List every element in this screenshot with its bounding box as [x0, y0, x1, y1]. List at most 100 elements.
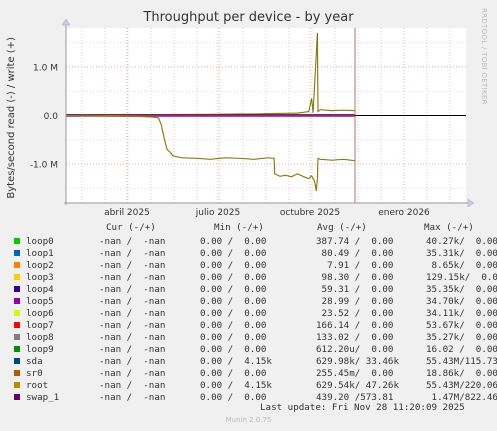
legend-swatch: [14, 370, 20, 376]
legend-max-value: 129.15k/ 0.00: [426, 272, 497, 283]
legend-device-name: loop6: [26, 308, 54, 319]
legend-row: sr0 -nan / -nan 0.00 / 0.00 255.45m/ 0.00 18…: [0, 368, 497, 380]
legend-row: sda -nan / -nan 0.00 / 4.15k 629.98k/ 33.46…: [0, 356, 497, 368]
x-tick-label: abril 2025: [104, 208, 150, 218]
header-cur: Cur (-/+): [106, 222, 156, 233]
axes: [61, 18, 475, 208]
legend-avg-value: 59.31 / 0.00: [316, 284, 394, 295]
legend-swatch: [14, 250, 20, 256]
legend-cur-value: -nan / -nan: [99, 284, 166, 295]
legend-max-value: 55.43M/115.73M: [426, 356, 497, 367]
legend-avg-value: 629.54k/ 47.26k: [316, 380, 399, 391]
legend-row: root -nan / -nan 0.00 / 4.15k 629.54k/ 47.2…: [0, 380, 497, 392]
rrdtool-watermark: RRDTOOL / TOBI OETIKER: [480, 8, 488, 105]
x-tick-label: octubre 2025: [280, 208, 340, 218]
legend-device-name: loop7: [26, 320, 54, 331]
legend-avg-value: 629.98k/ 33.46k: [316, 356, 399, 367]
legend-swatch: [14, 238, 20, 244]
legend-device-name: loop0: [26, 236, 54, 247]
legend-cur-value: -nan / -nan: [99, 308, 166, 319]
sda-read-line: [65, 115, 356, 191]
legend-row: loop3 -nan / -nan 0.00 / 0.00 98.30 / 0.00…: [0, 272, 497, 284]
legend-swatch: [14, 346, 20, 352]
legend-device-name: sda: [26, 356, 43, 367]
legend-device-name: loop1: [26, 248, 54, 259]
legend-min-value: 0.00 / 0.00: [200, 248, 267, 259]
x-axis-arrow: [467, 198, 475, 208]
legend-swatch: [14, 310, 20, 316]
legend-avg-value: 98.30 / 0.00: [316, 272, 394, 283]
legend-swatch: [14, 286, 20, 292]
legend-row: loop7 -nan / -nan 0.00 / 0.00 166.14 / 0.00…: [0, 320, 497, 332]
legend-row: loop6 -nan / -nan 0.00 / 0.00 23.52 / 0.00…: [0, 308, 497, 320]
legend-max-value: 34.70k/ 0.00: [426, 296, 497, 307]
legend-device-name: root: [26, 380, 49, 391]
legend-cur-value: -nan / -nan: [99, 272, 166, 283]
x-tick-label: enero 2026: [378, 208, 430, 218]
legend-row: loop0 -nan / -nan 0.00 / 0.00 387.74 / 0.00…: [0, 236, 497, 248]
legend-avg-value: 255.45m/ 0.00: [316, 368, 394, 379]
legend-avg-value: 23.52 / 0.00: [316, 308, 394, 319]
legend-max-value: 16.02 / 0.00: [426, 344, 497, 355]
legend-min-value: 0.00 / 0.00: [200, 368, 267, 379]
legend-max-value: 35.35k/ 0.00: [426, 284, 497, 295]
tick-labels: 1.0 M 0.0 -1.0 M abril 2025 julio 2025 octubr…: [30, 63, 430, 218]
legend-device-name: loop5: [26, 296, 54, 307]
legend-row: loop5 -nan / -nan 0.00 / 0.00 28.99 / 0.00…: [0, 296, 497, 308]
data-series: [65, 32, 356, 191]
legend-max-value: 35.31k/ 0.00: [426, 248, 497, 259]
header-max: Max (-/+): [424, 222, 474, 233]
legend-device-name: loop8: [26, 332, 54, 343]
y-tick-label: 0.0: [44, 112, 59, 122]
legend-device-name: loop9: [26, 344, 54, 355]
legend-cur-value: -nan / -nan: [99, 296, 166, 307]
legend-device-name: sr0: [26, 368, 43, 379]
legend-max-value: 35.27k/ 0.00: [426, 332, 497, 343]
last-update: Last update: Fri Nov 28 11:20:09 2025: [260, 402, 465, 413]
legend-cur-value: -nan / -nan: [99, 380, 166, 391]
legend-avg-value: 80.49 / 0.00: [316, 248, 394, 259]
legend-avg-value: 439.20 /573.81: [316, 392, 394, 403]
legend-min-value: 0.00 / 0.00: [200, 272, 267, 283]
legend-avg-value: 7.91 / 0.00: [316, 260, 394, 271]
legend-avg-value: 387.74 / 0.00: [316, 236, 394, 247]
throughput-chart: 1.0 M 0.0 -1.0 M abril 2025 julio 2025 octubr…: [30, 18, 475, 218]
legend-cur-value: -nan / -nan: [99, 344, 166, 355]
y-tick-label: 1.0 M: [33, 63, 58, 73]
legend-max-value: 53.67k/ 0.00: [426, 320, 497, 331]
legend-min-value: 0.00 / 0.00: [200, 392, 267, 403]
legend-cur-value: -nan / -nan: [99, 356, 166, 367]
y-axis-arrow: [61, 18, 71, 26]
legend-min-value: 0.00 / 0.00: [200, 260, 267, 271]
legend-row: loop2 -nan / -nan 0.00 / 0.00 7.91 / 0.00 …: [0, 260, 497, 272]
legend-min-value: 0.00 / 4.15k: [200, 380, 272, 391]
legend-max-value: 40.27k/ 0.00: [426, 236, 497, 247]
legend-device-name: loop2: [26, 260, 54, 271]
header-avg: Avg (-/+): [317, 222, 367, 233]
legend-row: loop9 -nan / -nan 0.00 / 0.00 612.20u/ 0.00…: [0, 344, 497, 356]
legend-min-value: 0.00 / 0.00: [200, 284, 267, 295]
legend-min-value: 0.00 / 0.00: [200, 332, 267, 343]
legend-avg-value: 612.20u/ 0.00: [316, 344, 394, 355]
legend-header: Cur (-/+) Min (-/+) Avg (-/+) Max (-/+): [0, 222, 497, 234]
legend-swatch: [14, 358, 20, 364]
legend-swatch: [14, 394, 20, 400]
header-min: Min (-/+): [214, 222, 264, 233]
legend-avg-value: 166.14 / 0.00: [316, 320, 394, 331]
legend-min-value: 0.00 / 0.00: [200, 236, 267, 247]
legend-cur-value: -nan / -nan: [99, 260, 166, 271]
legend-min-value: 0.00 / 0.00: [200, 344, 267, 355]
legend-device-name: loop4: [26, 284, 54, 295]
legend-swatch: [14, 334, 20, 340]
legend-max-value: 34.11k/ 0.00: [426, 308, 497, 319]
legend-row: loop8 -nan / -nan 0.00 / 0.00 133.02 / 0.00…: [0, 332, 497, 344]
legend-avg-value: 133.02 / 0.00: [316, 332, 394, 343]
legend-max-value: 18.86k/ 0.00: [426, 368, 497, 379]
legend-min-value: 0.00 / 0.00: [200, 320, 267, 331]
chart-title: Throughput per device - by year: [143, 10, 354, 25]
legend-cur-value: -nan / -nan: [99, 248, 166, 259]
legend-row: loop1 -nan / -nan 0.00 / 0.00 80.49 / 0.00…: [0, 248, 497, 260]
legend-min-value: 0.00 / 4.15k: [200, 356, 272, 367]
legend-row: loop4 -nan / -nan 0.00 / 0.00 59.31 / 0.00…: [0, 284, 497, 296]
legend-cur-value: -nan / -nan: [99, 332, 166, 343]
